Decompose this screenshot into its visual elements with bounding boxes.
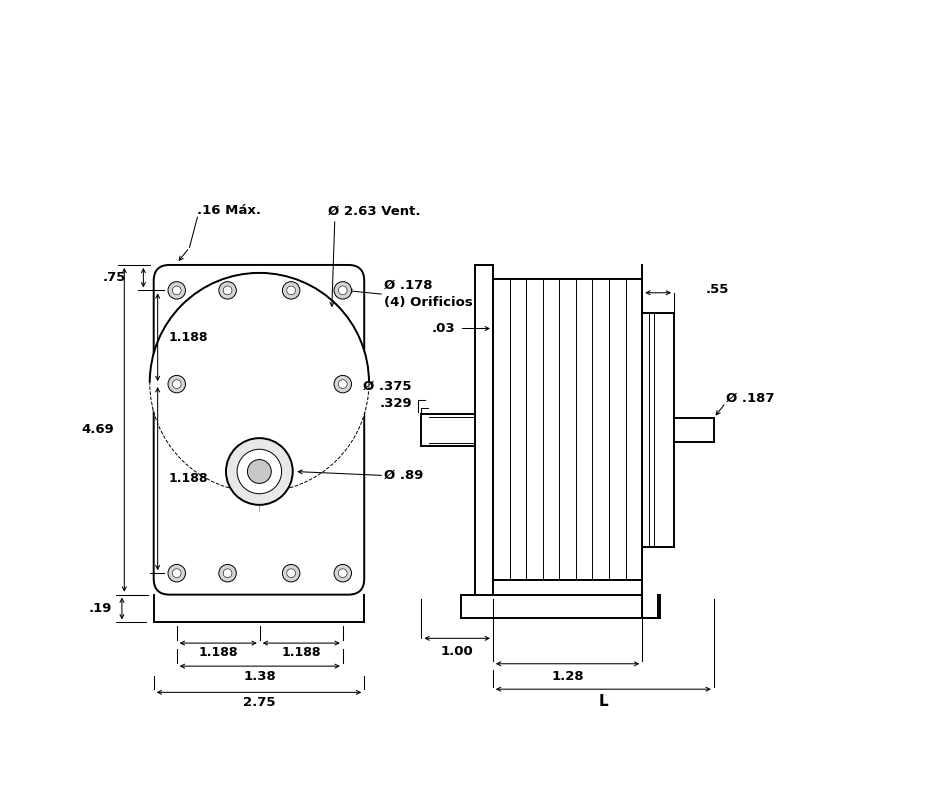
Text: 1.28: 1.28: [552, 670, 584, 683]
Circle shape: [334, 565, 352, 582]
Text: .55: .55: [706, 283, 729, 296]
Text: 2.75: 2.75: [243, 696, 275, 709]
Text: Ø .89: Ø .89: [384, 469, 424, 482]
Circle shape: [338, 286, 347, 294]
Text: 1.188: 1.188: [281, 646, 321, 659]
Text: 1.38: 1.38: [243, 670, 276, 683]
Circle shape: [223, 569, 232, 578]
Circle shape: [168, 375, 185, 393]
Text: .329: .329: [380, 397, 412, 410]
Text: 1.188: 1.188: [168, 472, 208, 485]
Circle shape: [237, 450, 281, 494]
Circle shape: [223, 286, 232, 294]
Text: L: L: [598, 694, 608, 710]
Text: .75: .75: [102, 271, 125, 284]
Circle shape: [172, 286, 181, 294]
Circle shape: [282, 565, 300, 582]
Text: Ø 2.63 Vent.: Ø 2.63 Vent.: [328, 205, 421, 218]
Text: Ø .375: Ø .375: [364, 379, 412, 393]
Circle shape: [334, 375, 352, 393]
Circle shape: [334, 282, 352, 299]
Text: 4.69: 4.69: [81, 423, 114, 436]
Circle shape: [172, 569, 181, 578]
Text: (4) Orificios: (4) Orificios: [384, 296, 473, 309]
Circle shape: [226, 438, 293, 505]
Circle shape: [287, 286, 295, 294]
Text: Ø .187: Ø .187: [726, 391, 774, 405]
Circle shape: [150, 273, 369, 492]
Circle shape: [338, 380, 347, 389]
Circle shape: [168, 282, 185, 299]
Circle shape: [338, 569, 347, 578]
Text: 1.00: 1.00: [440, 645, 473, 658]
Text: 1.188: 1.188: [198, 646, 238, 659]
Text: Ø .178: Ø .178: [384, 278, 433, 291]
Circle shape: [287, 569, 295, 578]
Circle shape: [219, 565, 237, 582]
Circle shape: [172, 380, 181, 389]
Text: .19: .19: [89, 602, 112, 615]
Text: .16 Máx.: .16 Máx.: [197, 205, 262, 218]
Circle shape: [168, 565, 185, 582]
FancyBboxPatch shape: [153, 265, 365, 594]
Text: .03: .03: [432, 322, 455, 335]
Text: 1.188: 1.188: [168, 330, 208, 344]
Circle shape: [282, 282, 300, 299]
Circle shape: [248, 459, 271, 483]
Circle shape: [219, 282, 237, 299]
